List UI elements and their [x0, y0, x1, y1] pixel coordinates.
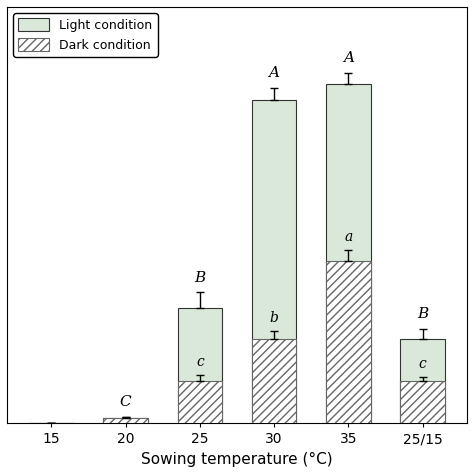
Bar — [400, 381, 445, 423]
Text: b: b — [270, 311, 279, 325]
Text: a: a — [344, 230, 353, 244]
Bar — [178, 308, 222, 423]
Bar — [178, 381, 222, 423]
Text: c: c — [196, 356, 204, 369]
Text: B: B — [417, 307, 428, 321]
Bar — [326, 84, 371, 423]
Text: C: C — [120, 395, 131, 409]
Bar — [252, 338, 296, 423]
Bar — [252, 100, 296, 423]
Text: B: B — [194, 271, 206, 284]
Bar — [103, 418, 148, 423]
Text: c: c — [419, 357, 427, 372]
Bar — [326, 262, 371, 423]
Bar — [400, 338, 445, 423]
X-axis label: Sowing temperature (°C): Sowing temperature (°C) — [141, 452, 333, 467]
Text: A: A — [343, 51, 354, 65]
Text: A: A — [269, 66, 280, 80]
Legend: Light condition, Dark condition: Light condition, Dark condition — [13, 13, 157, 57]
Bar — [103, 418, 148, 423]
